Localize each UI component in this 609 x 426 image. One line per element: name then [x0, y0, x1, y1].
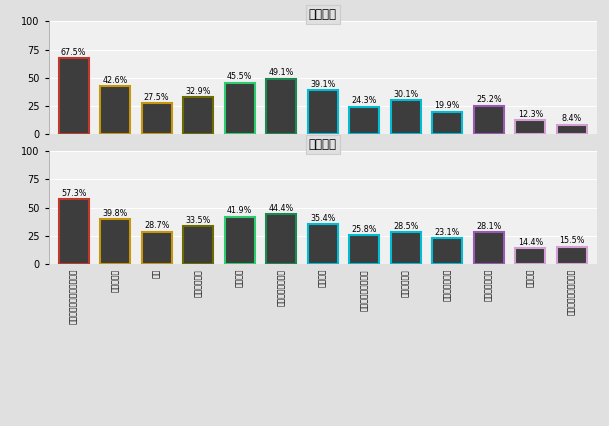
Text: 32.9%: 32.9%	[186, 87, 211, 96]
Bar	[183, 226, 213, 264]
Bar	[557, 247, 587, 264]
Bar	[58, 199, 88, 264]
Bar	[266, 214, 296, 264]
Text: 12.3%: 12.3%	[518, 110, 543, 119]
Text: 57.3%: 57.3%	[61, 189, 86, 198]
Text: 45.5%: 45.5%	[227, 72, 253, 81]
Bar	[100, 219, 130, 264]
Bar	[308, 90, 338, 134]
Bar	[391, 232, 421, 264]
Text: 19.9%: 19.9%	[435, 101, 460, 110]
Text: 23.1%: 23.1%	[435, 227, 460, 237]
Text: 49.1%: 49.1%	[269, 69, 294, 78]
Bar	[350, 107, 379, 134]
Text: 30.1%: 30.1%	[393, 90, 418, 99]
Bar	[350, 235, 379, 264]
Bar	[391, 100, 421, 134]
Title: 自社面接: 自社面接	[309, 8, 337, 21]
Bar	[432, 238, 462, 264]
Text: 28.5%: 28.5%	[393, 222, 418, 230]
Title: 他社面接: 他社面接	[309, 138, 337, 151]
Bar	[183, 97, 213, 134]
Bar	[100, 86, 130, 134]
Bar	[58, 58, 88, 134]
Bar	[515, 121, 545, 134]
Text: 8.4%: 8.4%	[561, 115, 582, 124]
Text: 28.7%: 28.7%	[144, 222, 169, 230]
Bar	[557, 125, 587, 134]
Bar	[225, 217, 255, 264]
Text: 25.2%: 25.2%	[476, 95, 502, 104]
Text: 24.3%: 24.3%	[351, 96, 377, 106]
Bar	[142, 232, 172, 264]
Text: 42.6%: 42.6%	[102, 76, 128, 85]
Bar	[474, 106, 504, 134]
Text: 33.5%: 33.5%	[186, 216, 211, 225]
Text: 35.4%: 35.4%	[310, 214, 336, 223]
Bar	[266, 79, 296, 134]
Bar	[308, 224, 338, 264]
Text: 14.4%: 14.4%	[518, 238, 543, 247]
Text: 39.1%: 39.1%	[310, 80, 336, 89]
Text: 25.8%: 25.8%	[351, 225, 377, 233]
Bar	[515, 248, 545, 264]
Bar	[432, 112, 462, 134]
Text: 41.9%: 41.9%	[227, 207, 252, 216]
Text: 28.1%: 28.1%	[476, 222, 502, 231]
Text: 39.8%: 39.8%	[102, 209, 128, 218]
Bar	[225, 83, 255, 134]
Text: 15.5%: 15.5%	[559, 236, 585, 245]
Bar	[474, 233, 504, 264]
Text: 44.4%: 44.4%	[269, 204, 294, 213]
Text: 27.5%: 27.5%	[144, 93, 169, 102]
Bar	[142, 103, 172, 134]
Text: 67.5%: 67.5%	[61, 48, 86, 57]
